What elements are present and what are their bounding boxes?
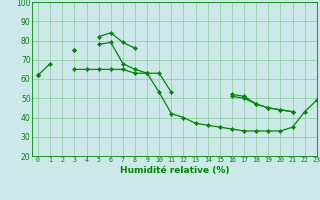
X-axis label: Humidité relative (%): Humidité relative (%) xyxy=(120,166,229,175)
